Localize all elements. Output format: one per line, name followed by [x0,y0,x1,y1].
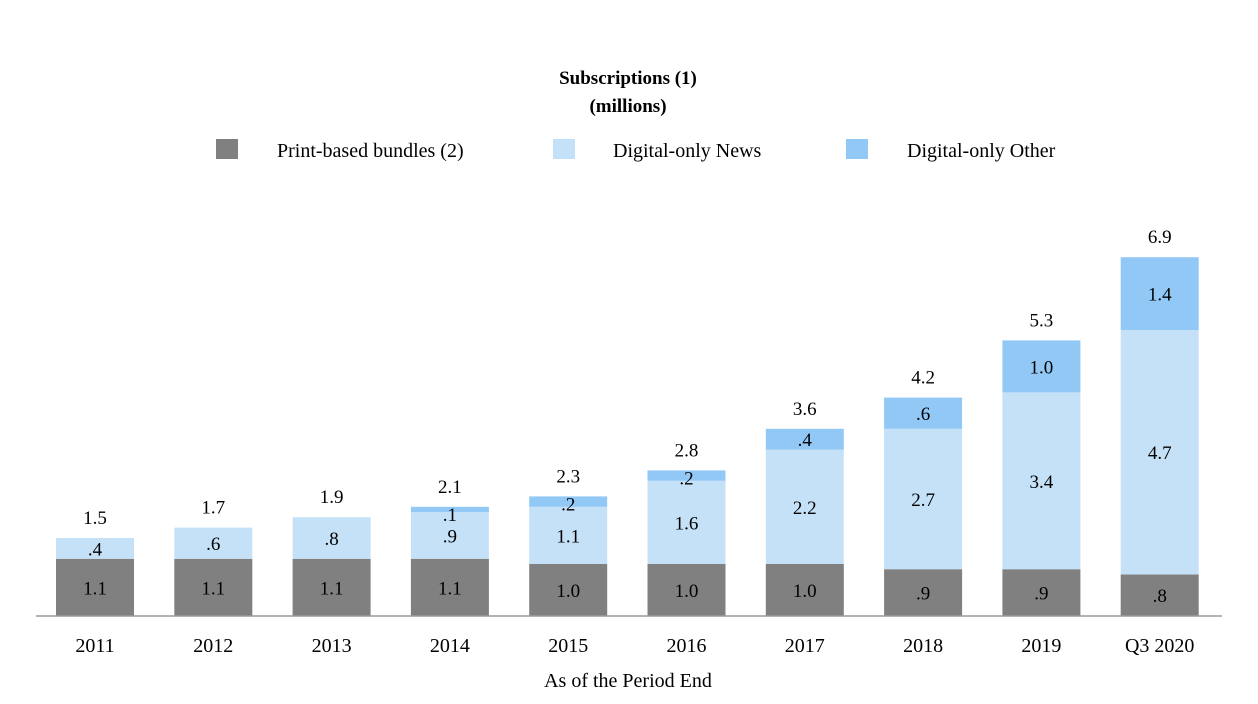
segment-value-label: 3.4 [1030,472,1054,493]
bar-segment [765,428,844,450]
segment-value-label: .4 [88,539,103,560]
x-tick-label: 2012 [193,635,233,657]
bar-segment [765,564,844,616]
bar-segment [292,558,371,616]
bar-segment [410,558,489,616]
legend-label-3: Digital-only Other [907,140,1056,162]
segment-value-label: 1.1 [83,578,107,599]
segment-value-label: 1.0 [556,581,580,602]
segment-value-label: .2 [561,494,575,515]
bar-segment [884,397,963,429]
bar-segment [647,470,726,481]
total-value-label: 2.1 [438,477,462,498]
x-tick-label: Q3 2020 [1125,635,1194,657]
segment-value-label: .8 [1153,586,1167,607]
bar-segment [647,564,726,616]
bar-segment [884,569,963,616]
segment-value-label: 1.1 [556,526,580,547]
segment-value-label: .8 [324,529,338,550]
bar-segment [410,512,489,559]
bar-segment [884,428,963,570]
segment-value-label: 2.2 [793,498,817,519]
total-value-label: 1.7 [201,498,225,519]
bar-segment [529,564,608,616]
segment-value-label: 1.4 [1148,285,1172,306]
x-tick-label: 2017 [785,635,825,657]
total-value-label: 2.8 [675,440,699,461]
segment-value-label: 2.7 [911,490,935,511]
segment-value-label: 1.0 [675,581,699,602]
segment-value-label: .4 [798,430,813,451]
total-value-label: 1.9 [320,487,344,508]
bar-segment [529,496,608,507]
total-value-label: 5.3 [1030,310,1054,331]
x-tick-label: 2018 [903,635,943,657]
bar-segment [174,527,253,559]
segment-value-label: .1 [443,505,457,526]
total-value-label: 1.5 [83,508,107,529]
segment-value-label: .2 [679,468,693,489]
total-value-label: 2.3 [556,466,580,487]
segment-value-label: .9 [916,584,930,605]
legend-label-2: Digital-only News [613,140,762,162]
legend-label-1: Print-based bundles (2) [277,140,464,162]
segment-value-label: 1.0 [793,581,817,602]
legend-swatch-3 [846,139,868,159]
x-tick-label: 2011 [75,635,114,657]
bar-segment [1002,392,1081,570]
bar-segment [292,517,371,559]
bar-segment [647,480,726,564]
segment-value-label: 1.1 [438,578,462,599]
segment-value-label: .6 [916,404,930,425]
bar-segment [765,449,844,564]
legend-swatch-2 [553,139,575,159]
segment-value-label: 1.0 [1030,357,1054,378]
segment-value-label: 1.1 [201,578,225,599]
segment-value-label: 1.1 [320,578,344,599]
bar-segment [1120,574,1199,616]
x-tick-label: 2019 [1021,635,1061,657]
segment-value-label: 1.6 [675,513,699,534]
total-value-label: 6.9 [1148,227,1172,248]
segment-value-label: 4.7 [1148,443,1172,464]
x-axis-label: As of the Period End [544,670,712,692]
bar-segment [1002,569,1081,616]
bar-segment [56,558,134,616]
total-value-label: 4.2 [911,368,935,389]
bar-segment [1002,340,1081,393]
chart-title: Subscriptions (1) [559,68,697,89]
segment-value-label: .9 [443,526,457,547]
bar-segment [1120,330,1199,575]
segment-value-label: .9 [1034,584,1048,605]
total-value-label: 3.6 [793,399,817,420]
bar-segment [529,506,608,564]
legend-swatch-1 [216,139,238,159]
bar-segment [410,506,489,512]
bar-segment [56,538,134,559]
x-tick-label: 2013 [312,635,352,657]
x-tick-label: 2014 [430,635,470,657]
chart-subtitle: (millions) [589,96,666,117]
segment-value-label: .6 [206,534,220,555]
legend: Print-based bundles (2) Digital-only News… [216,139,1056,162]
x-axis-ticks: 2011 2012 2013 2014 2015 2016 2017 2018 2019 Q3 2… [75,635,1194,657]
x-tick-label: 2016 [667,635,707,657]
x-tick-label: 2015 [548,635,588,657]
bar-segment [1120,257,1199,330]
bars: 1.1.41.51.1.61.71.1.81.91.1.9.12.11.01.1… [56,227,1199,616]
bar-segment [174,558,253,616]
